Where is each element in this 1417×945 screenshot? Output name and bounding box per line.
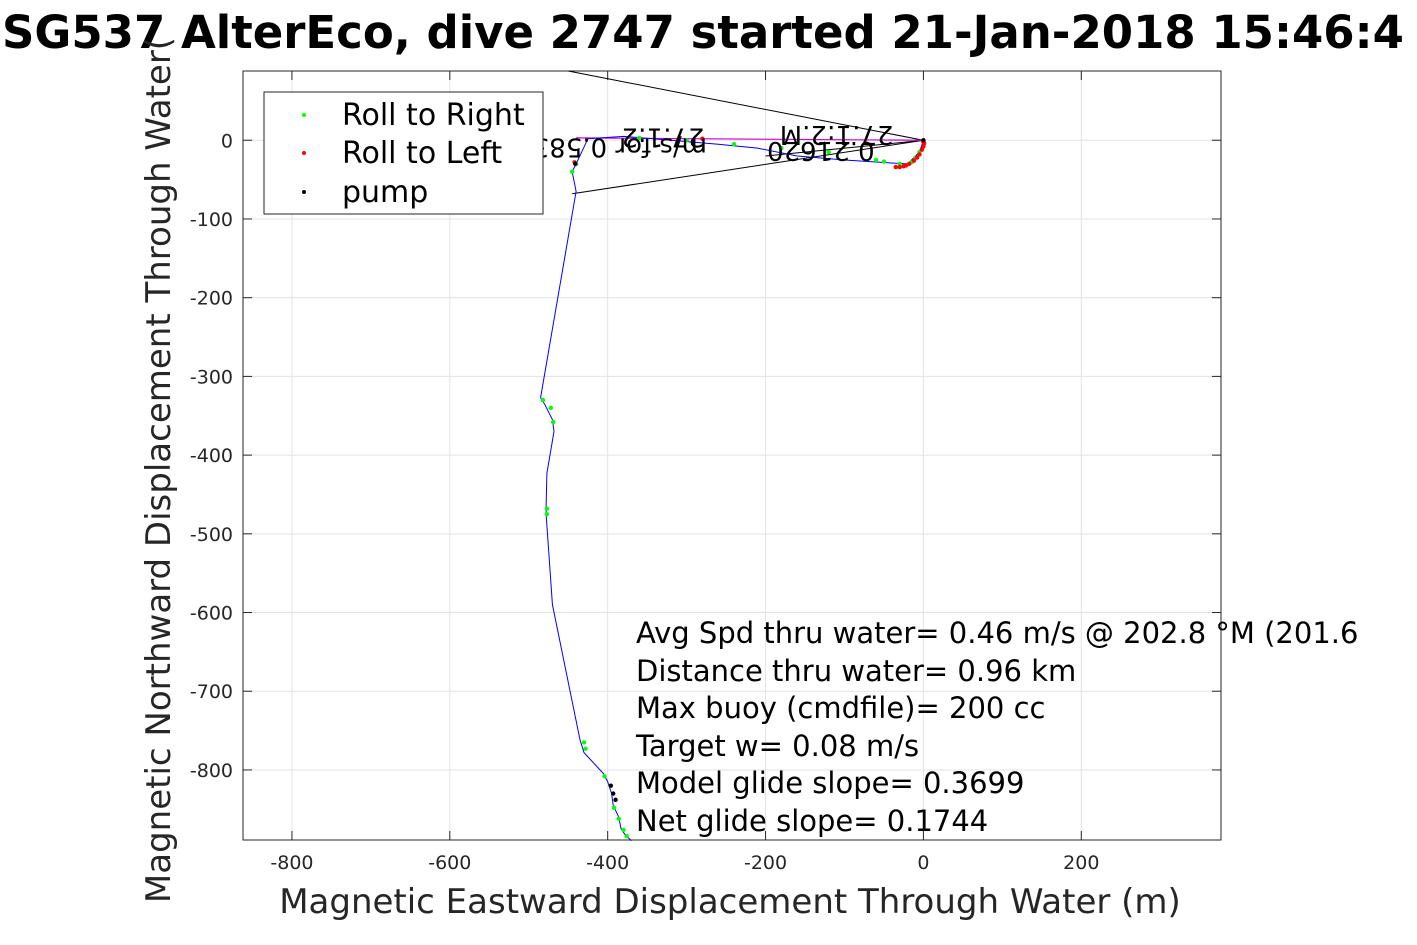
legend-box — [263, 91, 544, 215]
roll-right-point — [624, 833, 629, 839]
roll-right-point — [583, 746, 588, 751]
roll-right-point — [602, 774, 607, 779]
y-tick-label: -400 — [190, 445, 233, 467]
reference-line — [765, 139, 924, 157]
y-tick-label: -100 — [190, 209, 233, 231]
annotation-net-glide-slope: Net glide slope= 0.1744 — [636, 804, 988, 838]
pump-point — [613, 797, 618, 803]
x-tick-label: 0 — [917, 852, 929, 874]
roll-right-point — [548, 405, 554, 411]
roll-right-point — [873, 157, 879, 163]
legend-label-roll-right: Roll to Right — [342, 98, 525, 133]
y-tick-label: -300 — [190, 366, 233, 388]
flipped-label: 27.1:2 — [621, 121, 704, 151]
pump-point — [921, 138, 926, 143]
y-tick-label: -600 — [190, 603, 233, 625]
magenta-reference-line — [576, 137, 924, 141]
y-tick-label: -800 — [190, 760, 233, 782]
axis-ticks: -800 -600 -400 -200 0 200 0 -100 -200 -300 -400 -50… — [190, 71, 1221, 874]
legend: Roll to Right Roll to Left pump — [263, 91, 544, 215]
roll-right-point — [611, 805, 617, 810]
stats-annotations: Avg Spd thru water= 0.46 m/s @ 202.8 °M … — [635, 616, 1358, 838]
y-tick-label: -200 — [190, 288, 233, 310]
roll-right-point — [581, 740, 587, 745]
annotation-max-buoy: Max buoy (cmdfile)= 200 cc — [636, 691, 1045, 725]
y-tick-label: -700 — [190, 681, 233, 703]
annotation-avg-speed: Avg Spd thru water= 0.46 m/s @ 202.8 °M … — [636, 616, 1358, 650]
reference-line — [568, 70, 924, 141]
pump-point — [608, 783, 614, 788]
roll-right-point — [621, 827, 626, 832]
pump-point — [611, 791, 616, 796]
y-tick-label: -500 — [190, 524, 233, 546]
flipped-label: m/s for 0.5836 — [516, 132, 707, 162]
x-tick-label: 200 — [1063, 852, 1099, 874]
x-tick-label: -200 — [744, 852, 787, 874]
chart-title: SG537 AlterEco, dive 2747 started 21-Jan… — [2, 6, 1404, 59]
annotation-distance: Distance thru water= 0.96 km — [636, 654, 1076, 688]
roll-right-point — [544, 511, 550, 517]
roll-left-point — [700, 136, 705, 141]
x-tick-label: -800 — [270, 852, 313, 874]
roll-left-point — [897, 164, 902, 170]
legend-marker-pump — [302, 190, 306, 194]
flipped-labels: 27.1:2m/s for 0.5836 27.1:2.M0.21620 — [516, 119, 893, 165]
legend-marker-roll-right — [302, 113, 306, 117]
grid — [243, 71, 1221, 840]
pump-point — [573, 161, 578, 167]
roll-right-point — [779, 145, 784, 151]
reference-line — [572, 139, 924, 195]
x-tick-label: -600 — [428, 852, 471, 874]
flipped-label: 0.21620 — [767, 135, 875, 165]
annotation-model-glide-slope: Model glide slope= 0.3699 — [636, 766, 1024, 800]
x-axis-label: Magnetic Eastward Displacement Through W… — [279, 882, 1181, 922]
track-line — [540, 135, 924, 842]
roll-right-point — [684, 138, 689, 143]
roll-left-point — [919, 147, 925, 152]
roll-right-point — [826, 149, 831, 155]
roll-left-point — [911, 158, 917, 163]
roll-right-point — [544, 506, 550, 511]
roll-right-point — [540, 397, 546, 403]
flipped-label: 27.1:2.M — [780, 119, 894, 149]
roll-right-point — [731, 142, 737, 147]
x-tick-label: -400 — [586, 852, 629, 874]
legend-label-roll-left: Roll to Left — [342, 136, 502, 171]
roll-left-point — [917, 152, 922, 157]
roll-left-point — [893, 164, 898, 170]
roll-right-point — [616, 816, 621, 821]
roll-right-point — [881, 159, 887, 164]
roll-right-point — [551, 419, 556, 425]
series-layer — [540, 70, 927, 842]
roll-right-point — [897, 161, 902, 167]
roll-left-point — [901, 164, 906, 169]
annotation-target-w: Target w= 0.08 m/s — [635, 729, 919, 763]
y-axis-label: Magnetic Northward Displacement Through … — [139, 37, 179, 903]
legend-marker-roll-left — [302, 151, 306, 155]
roll-left-point — [914, 155, 920, 160]
roll-right-point — [569, 169, 575, 174]
y-tick-label: 0 — [221, 130, 233, 152]
legend-label-pump: pump — [342, 175, 428, 210]
roll-right-point — [637, 135, 642, 141]
